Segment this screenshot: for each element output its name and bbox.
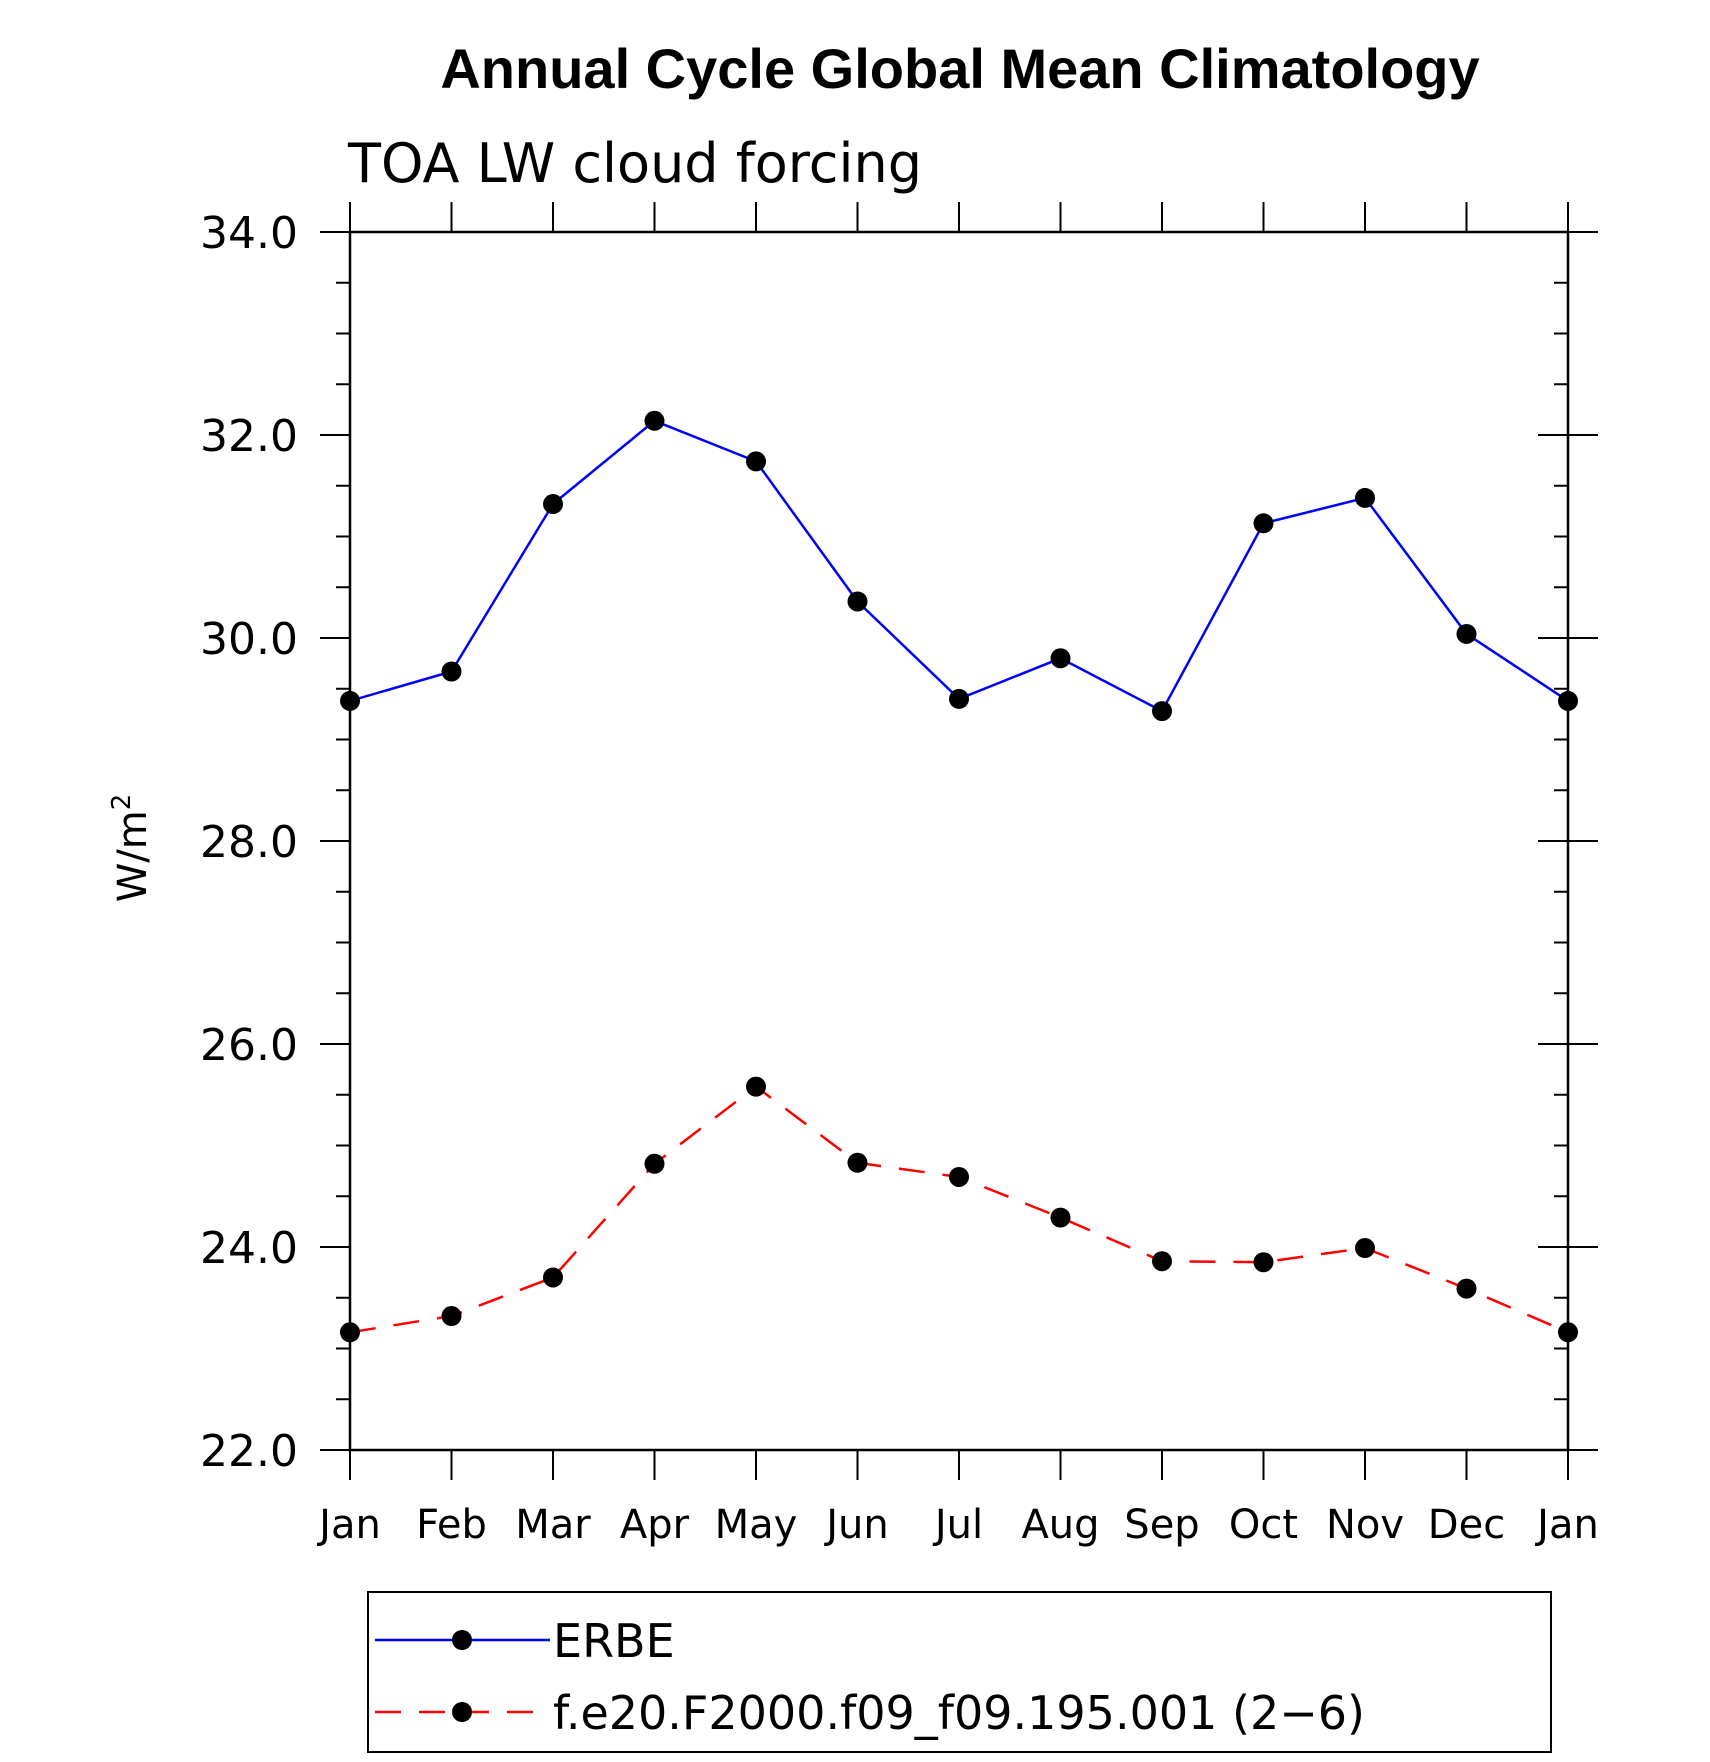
x-tick-label: Jan <box>1534 1502 1599 1548</box>
series-1-point <box>1152 701 1172 722</box>
series-line-1 <box>349 419 1569 713</box>
y-tick-label: 32.0 <box>200 411 298 462</box>
x-tick-label: Jan <box>316 1502 381 1548</box>
series-2-point <box>441 1306 462 1327</box>
x-tick-label: Oct <box>1229 1502 1298 1548</box>
y-tick-label: 26.0 <box>200 1020 298 1071</box>
chart-title: Annual Cycle Global Mean Climatology <box>440 37 1479 100</box>
legend-marker-1 <box>452 1630 472 1650</box>
y-tick-label: 24.0 <box>200 1223 298 1274</box>
series-2-point <box>1355 1238 1375 1259</box>
axes-layer: 22.0 24.0 26.0 28.0 30.0 32.0 34.0 Jan Feb Mar Apr… <box>200 202 1599 1548</box>
y-tick-label: 22.0 <box>200 1426 298 1477</box>
x-tick-label: Mar <box>515 1502 591 1548</box>
series-2-point <box>644 1153 665 1174</box>
series-1-point <box>441 661 462 682</box>
series-2-point <box>1558 1322 1578 1343</box>
chart-subtitle: TOA LW cloud forcing <box>347 132 922 195</box>
series-1-point <box>543 494 563 515</box>
series-1-point <box>1253 513 1274 534</box>
series-2-point <box>847 1152 868 1173</box>
series-2-point <box>1456 1278 1477 1299</box>
series-1-point <box>1355 487 1375 508</box>
series-1-point <box>847 591 868 612</box>
y-tick-label: 34.0 <box>200 208 298 259</box>
x-tick-label: Aug <box>1021 1502 1099 1548</box>
legend-label-2: f.e20.F2000.f09_f09.195.001 (2−6) <box>553 1686 1365 1740</box>
legend-marker-2 <box>452 1702 472 1722</box>
x-tick-label: Apr <box>620 1502 690 1548</box>
x-tick-label: Feb <box>416 1502 487 1548</box>
y-axis-label-superscript: 2 <box>107 794 137 811</box>
legend-box <box>367 1591 1552 1753</box>
legend-label-1: ERBE <box>553 1614 675 1668</box>
series-2-point <box>949 1166 969 1187</box>
x-tick-label: Nov <box>1326 1502 1404 1548</box>
series-1-point <box>949 688 969 709</box>
series-2-point <box>1152 1251 1172 1272</box>
series-2-point <box>1253 1252 1274 1273</box>
y-axis-label: W/m2 <box>107 794 156 903</box>
series-2-point <box>1050 1207 1071 1228</box>
series-2-point <box>746 1076 766 1097</box>
series-1-point <box>1050 648 1071 669</box>
x-tick-label: Jun <box>823 1502 889 1548</box>
series-1-point <box>1456 623 1477 644</box>
series-2-point <box>543 1267 563 1288</box>
series-1-point <box>746 451 766 472</box>
x-tick-label: Dec <box>1428 1502 1505 1548</box>
series-1-point <box>1558 690 1578 711</box>
x-tick-label: Sep <box>1124 1502 1199 1548</box>
x-tick-label: May <box>715 1502 798 1548</box>
series-layer <box>340 410 1578 1343</box>
y-tick-label: 28.0 <box>200 817 298 868</box>
y-tick-label: 30.0 <box>200 614 298 665</box>
series-2-point <box>340 1322 360 1343</box>
series-line-2 <box>349 1085 1569 1334</box>
x-tick-label: Jul <box>932 1502 983 1548</box>
series-1-point <box>644 410 665 431</box>
legend-items: ERBE f.e20.F2000.f09_f09.195.001 (2−6) <box>375 1614 1365 1740</box>
series-1-point <box>340 690 360 711</box>
y-axis-label-text: W/m <box>110 810 156 902</box>
legend: ERBE f.e20.F2000.f09_f09.195.001 (2−6) <box>367 1591 1552 1753</box>
plot-frame <box>348 230 1570 1452</box>
